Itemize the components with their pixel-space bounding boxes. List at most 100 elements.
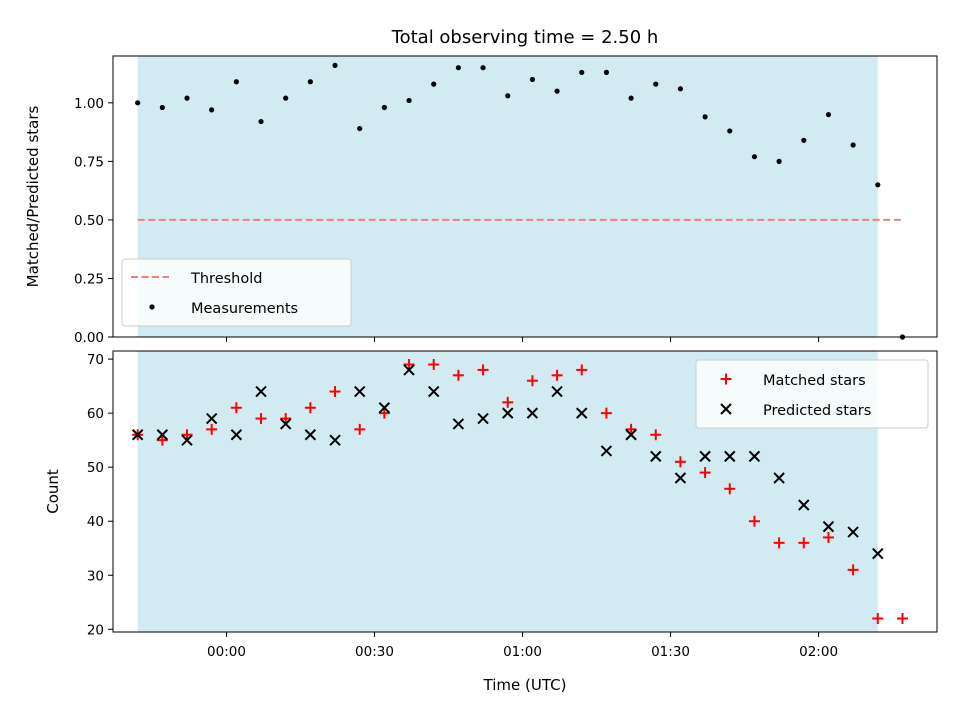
- matched-star-point: [798, 537, 810, 549]
- predicted-star-point: [205, 412, 218, 425]
- measurement-point: [554, 88, 560, 94]
- measurement-point: [505, 93, 511, 99]
- measurement-point: [455, 65, 461, 71]
- predicted-star-diag2: [551, 385, 563, 398]
- legend: Threshold Measurements: [121, 258, 352, 327]
- x-tick-label: 01:30: [651, 644, 690, 660]
- measurement-point: [776, 158, 782, 164]
- predicted-star-diag2: [526, 407, 539, 419]
- predicted-star-diag2: [304, 429, 317, 441]
- figure-title: Total observing time = 2.50 h: [391, 27, 659, 48]
- predicted-star-point: [353, 385, 366, 398]
- matched-star-point: [477, 364, 489, 376]
- predicted-star-diag2: [798, 499, 810, 511]
- predicted-star-point: [748, 450, 761, 463]
- predicted-star-diag2: [625, 429, 637, 441]
- predicted-star-point: [230, 429, 243, 441]
- predicted-star-point: [279, 418, 292, 430]
- predicted-star-point: [650, 450, 662, 463]
- predicted-star-point: [625, 429, 637, 441]
- predicted-star-point: [699, 450, 711, 463]
- legend-label: Measurements: [191, 301, 298, 317]
- measurement-point: [357, 125, 363, 132]
- predicted-star-point: [847, 526, 859, 538]
- axes-frame: [112, 350, 938, 633]
- matched-star-point: [304, 402, 316, 414]
- legend-label: Matched stars: [763, 373, 866, 389]
- matched-star-point: [255, 413, 267, 425]
- matched-star-point: [452, 369, 464, 381]
- predicted-star-point: [526, 407, 539, 419]
- legend-predicted-swatch: [720, 403, 732, 415]
- predicted-star-diag2: [773, 472, 785, 484]
- measurement-point: [628, 95, 634, 101]
- matched-star-point: [156, 434, 168, 446]
- measurement-point: [332, 62, 338, 68]
- y-tick-label: 0.00: [74, 330, 104, 346]
- measurement-point: [381, 104, 387, 111]
- legend-label: Threshold: [190, 271, 262, 287]
- predicted-star-point: [255, 385, 267, 398]
- y-tick-label: 30: [87, 568, 104, 584]
- predicted-star-diag2: [403, 364, 415, 376]
- y-tick-label: 40: [87, 514, 104, 530]
- top-panel: 0.00 0.25 0.50 0.75 1.00 Matched/Predicted st…: [24, 55, 938, 346]
- y-axis-title: Matched/Predicted stars: [24, 106, 42, 288]
- matched-star-point: [748, 515, 760, 527]
- matched-star-point: [181, 429, 193, 441]
- matched-star-point: [699, 467, 711, 479]
- y-tick-label: 70: [87, 352, 104, 368]
- predicted-star-diag2: [576, 407, 588, 419]
- matched-star-point: [773, 537, 785, 549]
- x-axis-title: Time (UTC): [483, 676, 567, 694]
- measurement-point: [480, 65, 486, 71]
- legend-box: [695, 359, 929, 429]
- predicted-star-point: [724, 450, 736, 463]
- axes-frame: [112, 55, 938, 338]
- measurement-point: [159, 104, 165, 111]
- predicted-star-diag2: [822, 520, 835, 533]
- x-tick-label: 01:00: [503, 644, 542, 660]
- predicted-star-diag2: [255, 385, 267, 398]
- predicted-star-diag2: [230, 429, 243, 441]
- legend: Matched stars Predicted stars: [695, 359, 929, 429]
- matched-star-point: [403, 359, 415, 371]
- matched-star-point: [822, 531, 834, 543]
- measurement-point: [850, 142, 856, 148]
- predicted-star-point: [674, 472, 687, 484]
- predicted-star-diag2: [847, 526, 859, 538]
- predicted-star-diag2: [724, 450, 736, 463]
- measurement-point: [603, 69, 610, 75]
- predicted-star-point: [403, 364, 415, 376]
- legend-label: Predicted stars: [763, 403, 871, 419]
- predicted-star-diag2: [674, 472, 687, 484]
- y-tick-label: 1.00: [74, 96, 104, 112]
- y-tick-label: 0.75: [74, 154, 104, 170]
- predicted-star-diag2: [156, 429, 169, 441]
- plot-area: [131, 359, 908, 624]
- predicted-star-diag2: [872, 547, 884, 560]
- predicted-star-diag2: [600, 445, 613, 457]
- matched-star-point: [625, 423, 637, 435]
- predicted-star-diag2: [477, 412, 489, 425]
- predicted-star-diag2: [279, 418, 292, 430]
- matched-star-point: [576, 364, 588, 376]
- y-tick-label: 60: [87, 406, 104, 422]
- matched-star-point: [329, 386, 341, 398]
- measurement-point: [579, 69, 585, 75]
- measurement-point: [431, 81, 437, 87]
- legend-box: [121, 258, 352, 327]
- measurement-point: [825, 111, 832, 118]
- x-tick-label: 00:30: [355, 644, 394, 660]
- matched-star-point: [650, 429, 662, 441]
- measurement-point: [751, 154, 758, 160]
- predicted-star-diag2: [353, 385, 366, 398]
- matched-star-point: [354, 423, 366, 435]
- measurement-point: [653, 81, 659, 87]
- predicted-star-point: [329, 434, 341, 446]
- predicted-star-point: [304, 429, 317, 441]
- predicted-star-point: [181, 434, 193, 446]
- predicted-star-diag2: [650, 450, 662, 463]
- measurement-point: [727, 128, 733, 134]
- matched-star-point: [847, 564, 859, 576]
